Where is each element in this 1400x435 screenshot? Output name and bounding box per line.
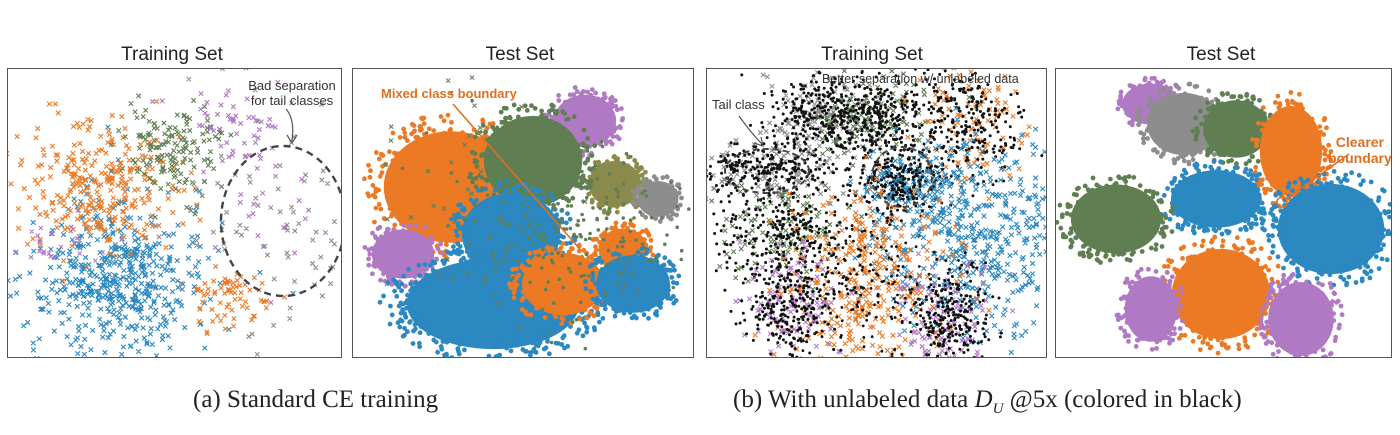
scatter-panel-a-train bbox=[7, 68, 342, 358]
caption-b-subscript: U bbox=[993, 401, 1004, 417]
caption-b-symbol: D bbox=[975, 386, 993, 413]
caption-b: (b) With unlabeled data DU @5x (colored … bbox=[733, 386, 1242, 418]
blob-purple-br bbox=[1258, 272, 1345, 358]
cluster-blue bbox=[8, 125, 295, 358]
panel-title-a-test: Test Set bbox=[355, 44, 685, 66]
blob-purple-bl bbox=[1115, 267, 1185, 352]
scatter-plot-a-test bbox=[353, 69, 694, 358]
blob-green-left bbox=[1056, 174, 1175, 265]
scatter-plot-b-train bbox=[707, 69, 1047, 358]
tail-class-ellipse bbox=[221, 146, 342, 296]
panel-title-b-test: Test Set bbox=[1056, 44, 1386, 66]
panel-title-b-train: Training Set bbox=[707, 44, 1037, 66]
annotation-mixed-boundary: Mixed class boundary bbox=[381, 86, 517, 101]
annotation-arrow bbox=[286, 109, 293, 141]
cluster-tail-mixed bbox=[157, 69, 342, 358]
caption-b-suffix: @5x (colored in black) bbox=[1003, 386, 1241, 413]
annotation-clearer-boundary: Clearer boundary bbox=[1328, 134, 1392, 166]
blob-blue-center bbox=[1162, 159, 1277, 236]
scatter-plot-b-test bbox=[1056, 69, 1392, 358]
scatter-panel-b-test bbox=[1055, 68, 1392, 358]
cluster-tail-black bbox=[707, 126, 854, 212]
annotation-tail-class: Tail class bbox=[712, 97, 765, 112]
annotation-bad-separation-line1: Bad separation bbox=[243, 78, 341, 93]
caption-a: (a) Standard CE training bbox=[193, 386, 438, 414]
annotation-clearer-line2: boundary bbox=[1328, 150, 1392, 166]
caption-b-prefix: (b) With unlabeled data bbox=[733, 386, 975, 413]
scatter-plot-a-train bbox=[8, 69, 342, 358]
annotation-better-separation: Better separation w/ unlabeled data bbox=[822, 72, 1019, 87]
annotation-bad-separation: Bad separation for tail classes bbox=[243, 78, 341, 108]
panel-title-a-train: Training Set bbox=[7, 44, 337, 66]
scatter-panel-a-test bbox=[352, 68, 694, 358]
annotation-bad-separation-line2: for tail classes bbox=[243, 93, 341, 108]
annotation-clearer-line1: Clearer bbox=[1328, 134, 1392, 150]
